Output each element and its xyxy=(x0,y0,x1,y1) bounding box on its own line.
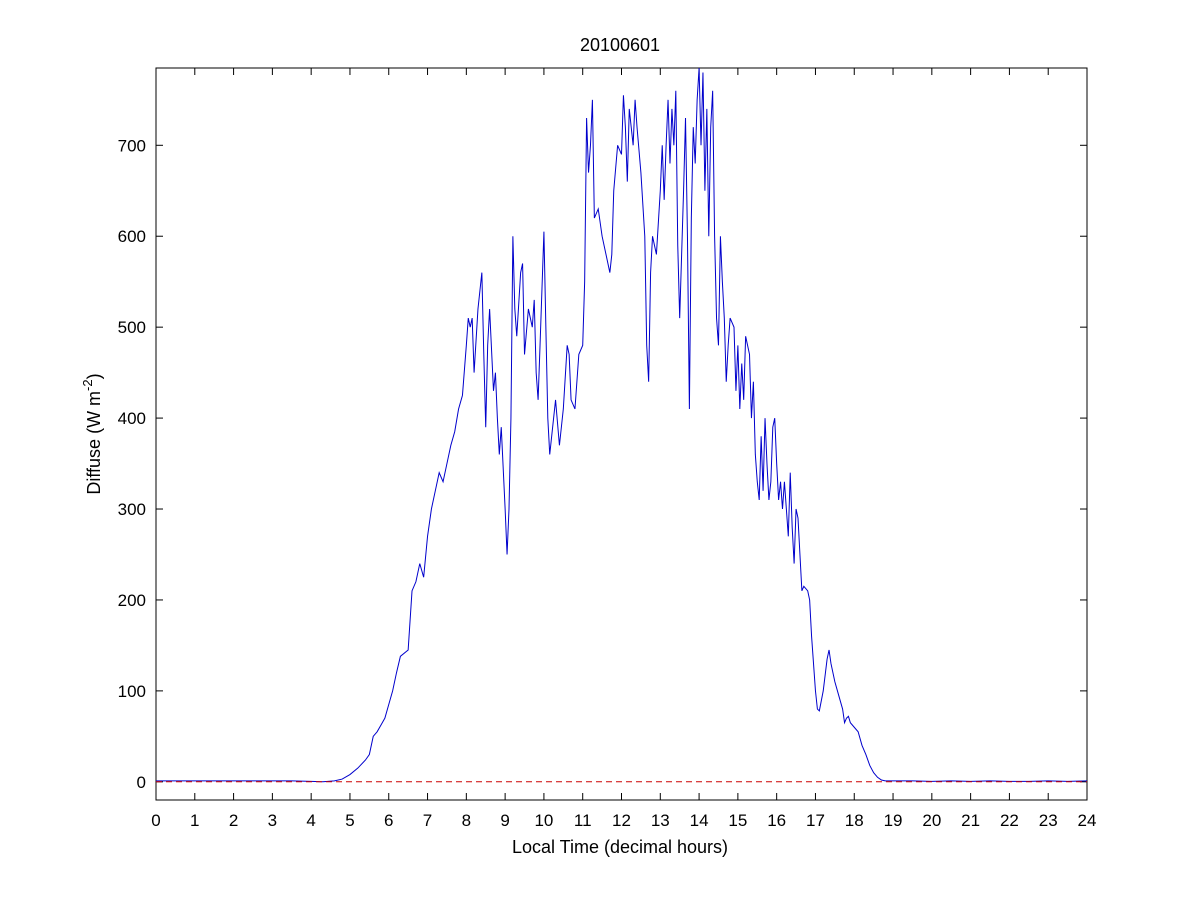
y-axis-title: Diffuse (W m-2) xyxy=(80,373,104,494)
y-tick-label: 200 xyxy=(118,591,146,610)
y-axis-title-close: ) xyxy=(84,373,104,379)
y-tick-label: 400 xyxy=(118,409,146,428)
x-tick-label: 17 xyxy=(806,811,825,830)
x-tick-label: 21 xyxy=(961,811,980,830)
y-tick-label: 300 xyxy=(118,500,146,519)
x-tick-label: 1 xyxy=(190,811,199,830)
x-tick-label: 13 xyxy=(651,811,670,830)
x-tick-label: 24 xyxy=(1078,811,1097,830)
x-tick-label: 11 xyxy=(574,811,592,830)
x-tick-label: 15 xyxy=(728,811,747,830)
x-tick-label: 6 xyxy=(384,811,393,830)
y-tick-label: 0 xyxy=(137,773,146,792)
y-tick-label: 700 xyxy=(118,136,146,155)
diffuse-series-line xyxy=(156,67,1088,783)
x-tick-label: 10 xyxy=(534,811,553,830)
x-tick-label: 7 xyxy=(423,811,432,830)
x-tick-label: 16 xyxy=(767,811,786,830)
x-tick-label: 23 xyxy=(1039,811,1058,830)
chart-title: 20100601 xyxy=(580,35,660,55)
x-tick-label: 20 xyxy=(922,811,941,830)
y-axis-title-superscript: -2 xyxy=(80,379,95,391)
tick-labels: 0 1 2 3 4 5 6 7 8 9 10 11 12 13 14 15 16 17 18 19 20 21 22 23 24… xyxy=(118,136,1097,830)
plot-frame xyxy=(155,67,1088,801)
y-axis-title-main: Diffuse (W m xyxy=(84,391,104,495)
tick-marks xyxy=(155,68,1088,800)
x-tick-label: 14 xyxy=(690,811,709,830)
y-tick-label: 500 xyxy=(118,318,146,337)
x-axis-title: Local Time (decimal hours) xyxy=(512,837,728,857)
x-tick-label: 2 xyxy=(229,811,238,830)
plot-area: 0 1 2 3 4 5 6 7 8 9 10 11 12 13 14 15 16 17 18 19 20 21 22 23 24… xyxy=(118,67,1097,830)
series-lines xyxy=(156,67,1088,783)
x-tick-label: 19 xyxy=(884,811,903,830)
x-tick-label: 8 xyxy=(462,811,471,830)
y-tick-label: 100 xyxy=(118,682,146,701)
x-tick-label: 5 xyxy=(345,811,354,830)
x-tick-label: 0 xyxy=(151,811,160,830)
x-tick-label: 12 xyxy=(612,811,631,830)
x-tick-label: 22 xyxy=(1000,811,1019,830)
x-tick-label: 3 xyxy=(268,811,277,830)
x-tick-label: 9 xyxy=(500,811,509,830)
x-tick-label: 4 xyxy=(306,811,315,830)
x-tick-label: 18 xyxy=(845,811,864,830)
y-tick-label: 600 xyxy=(118,227,146,246)
